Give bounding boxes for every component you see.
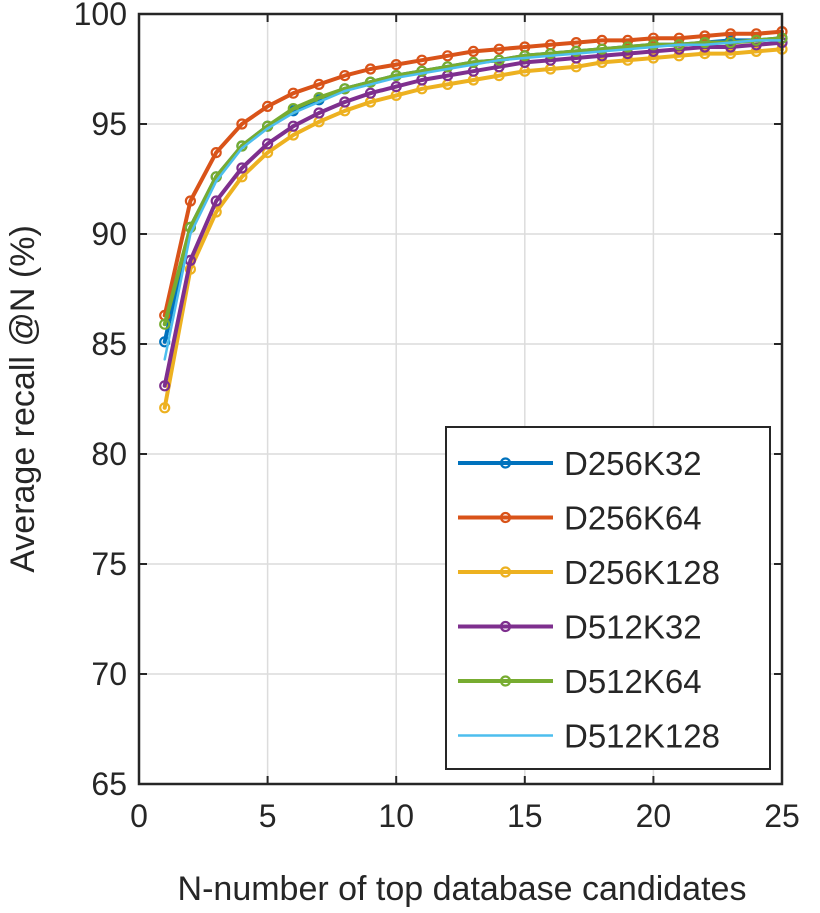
data-point xyxy=(210,147,222,159)
data-point xyxy=(313,78,325,91)
data-point xyxy=(287,87,299,99)
legend-label: D256K32 xyxy=(564,445,702,482)
data-point xyxy=(622,34,634,47)
data-point xyxy=(390,58,402,71)
data-point xyxy=(416,65,428,77)
axis-ticks: 0 5 10 15 20 25 65 70 75 80 85 90 95 100 xyxy=(74,0,800,834)
x-tick-label: 20 xyxy=(636,798,672,834)
data-point xyxy=(442,61,454,73)
y-tick-label: 90 xyxy=(91,216,127,252)
data-point xyxy=(647,32,660,44)
legend-item-d256k128: D256K128 xyxy=(458,554,720,591)
data-point xyxy=(596,43,608,55)
data-point xyxy=(159,318,171,330)
y-tick-label: 100 xyxy=(74,0,127,32)
data-point xyxy=(159,402,171,414)
x-tick-label: 10 xyxy=(378,798,414,834)
legend-swatch-marker xyxy=(499,566,512,578)
legend-item-d512k128: D512K128 xyxy=(458,718,720,755)
series-line-d512k128 xyxy=(163,39,784,361)
data-point xyxy=(647,39,660,51)
legend-item-d256k32: D256K32 xyxy=(458,445,702,482)
data-point xyxy=(416,54,428,66)
y-axis-label: Average recall @N (%) xyxy=(4,225,42,573)
data-point xyxy=(750,45,762,58)
data-point xyxy=(467,56,479,69)
data-point xyxy=(390,69,402,82)
data-point xyxy=(647,52,660,64)
series-line-d256k64 xyxy=(162,29,784,318)
data-point xyxy=(159,380,171,392)
data-point xyxy=(442,50,454,62)
data-point xyxy=(339,69,351,82)
data-point xyxy=(724,47,737,60)
data-point xyxy=(622,41,634,53)
y-tick-label: 65 xyxy=(91,766,127,802)
data-point xyxy=(622,54,634,66)
data-point xyxy=(467,45,479,58)
y-tick-label: 95 xyxy=(91,106,127,142)
series-line-d256k128 xyxy=(162,47,784,410)
data-point xyxy=(262,100,274,113)
data-point xyxy=(699,36,711,49)
data-point xyxy=(493,43,505,55)
legend-item-d256k64: D256K64 xyxy=(458,500,702,537)
plot-frame xyxy=(137,12,784,786)
x-tick-label: 25 xyxy=(764,798,800,834)
data-point xyxy=(750,28,762,40)
data-point xyxy=(699,47,711,60)
legend-label: D512K64 xyxy=(564,663,702,700)
legend: D256K32 D256K64 D256K128 D512K32 D512K64 D512… xyxy=(445,426,771,770)
data-point xyxy=(236,162,248,174)
data-point xyxy=(313,107,325,119)
series-layer xyxy=(159,26,788,414)
legend-swatch-marker xyxy=(499,457,512,469)
legend-label: D256K128 xyxy=(564,554,720,591)
x-tick-label: 0 xyxy=(130,798,148,834)
legend-item-d512k32: D512K32 xyxy=(458,609,702,646)
data-point xyxy=(184,195,196,207)
legend-label: D512K32 xyxy=(564,609,702,646)
legend-item-d512k64: D512K64 xyxy=(458,663,702,700)
x-tick-label: 5 xyxy=(259,798,277,834)
data-point xyxy=(262,138,274,150)
data-point xyxy=(493,61,505,73)
data-point xyxy=(287,120,299,132)
legend-box xyxy=(445,426,771,770)
y-tick-label: 70 xyxy=(91,656,127,692)
series-d512k128 xyxy=(163,39,784,361)
data-point xyxy=(519,50,531,62)
data-point xyxy=(596,56,608,69)
data-point xyxy=(673,50,685,62)
data-point xyxy=(544,47,557,60)
data-point xyxy=(699,30,711,42)
y-tick-label: 80 xyxy=(91,436,127,472)
data-point xyxy=(570,45,582,58)
data-point xyxy=(364,63,377,75)
x-tick-label: 15 xyxy=(507,798,543,834)
y-tick-label: 85 xyxy=(91,326,127,362)
data-point xyxy=(210,195,222,207)
data-point xyxy=(364,87,377,99)
legend-label: D512K128 xyxy=(564,718,720,755)
y-tick-label: 75 xyxy=(91,546,127,582)
legend-swatch-marker xyxy=(499,675,512,687)
x-axis-label: N-number of top database candidates xyxy=(178,870,747,908)
data-point xyxy=(673,32,685,44)
legend-swatch-marker xyxy=(499,511,512,524)
legend-label: D256K64 xyxy=(564,500,702,537)
data-point xyxy=(236,118,248,130)
data-point xyxy=(390,80,402,93)
legend-swatch-marker xyxy=(499,620,512,633)
data-point xyxy=(339,96,351,108)
